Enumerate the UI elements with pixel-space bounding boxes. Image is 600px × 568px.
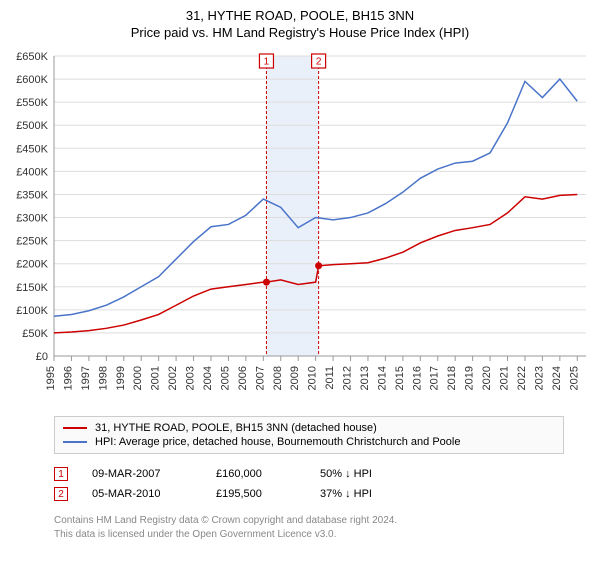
svg-text:2011: 2011 (324, 366, 336, 390)
svg-text:1995: 1995 (45, 366, 57, 390)
svg-text:1: 1 (264, 57, 270, 68)
legend-swatch (63, 427, 87, 429)
svg-text:£250K: £250K (16, 236, 48, 248)
event-date: 09-MAR-2007 (92, 468, 192, 480)
svg-text:2006: 2006 (237, 366, 249, 390)
legend-item: 31, HYTHE ROAD, POOLE, BH15 3NN (detache… (63, 421, 555, 435)
svg-text:£350K: £350K (16, 189, 48, 201)
svg-text:2015: 2015 (394, 366, 406, 390)
event-list: 1 09-MAR-2007 £160,000 50% ↓ HPI 2 05-MA… (54, 464, 564, 504)
svg-text:2018: 2018 (446, 366, 458, 390)
svg-text:2008: 2008 (272, 366, 284, 390)
svg-text:2013: 2013 (359, 366, 371, 390)
svg-text:2024: 2024 (551, 366, 563, 390)
svg-text:2001: 2001 (150, 366, 162, 390)
event-price: £160,000 (216, 468, 296, 480)
svg-text:2002: 2002 (167, 366, 179, 390)
svg-text:1997: 1997 (80, 366, 92, 390)
event-marker-icon: 1 (54, 467, 68, 481)
chart-title: 31, HYTHE ROAD, POOLE, BH15 3NN (0, 8, 600, 23)
svg-text:£550K: £550K (16, 97, 48, 109)
svg-text:2016: 2016 (411, 366, 423, 390)
svg-text:2023: 2023 (533, 366, 545, 390)
chart-subtitle: Price paid vs. HM Land Registry's House … (0, 25, 600, 40)
svg-text:£600K: £600K (16, 74, 48, 86)
legend-item: HPI: Average price, detached house, Bour… (63, 435, 555, 449)
license-text: Contains HM Land Registry data © Crown c… (54, 514, 574, 541)
svg-text:2014: 2014 (376, 366, 388, 390)
svg-text:2025: 2025 (568, 366, 580, 390)
chart-area: £0 £50K £100K £150K £200K £250K £300K £350K £400… (0, 52, 600, 412)
legend-label: 31, HYTHE ROAD, POOLE, BH15 3NN (detache… (95, 422, 377, 434)
svg-text:2022: 2022 (516, 366, 528, 390)
event-date: 05-MAR-2010 (92, 488, 192, 500)
svg-text:2017: 2017 (429, 366, 441, 390)
event-marker-icon: 2 (54, 487, 68, 501)
legend-label: HPI: Average price, detached house, Bour… (95, 436, 460, 448)
legend-box: 31, HYTHE ROAD, POOLE, BH15 3NN (detache… (54, 416, 564, 454)
svg-text:2012: 2012 (342, 366, 354, 390)
svg-text:£100K: £100K (16, 305, 48, 317)
svg-text:2000: 2000 (132, 366, 144, 390)
event-price: £195,500 (216, 488, 296, 500)
svg-text:1998: 1998 (97, 366, 109, 390)
line-chart: £0 £50K £100K £150K £200K £250K £300K £350K £400… (0, 52, 600, 412)
svg-text:2007: 2007 (254, 366, 266, 390)
svg-text:£500K: £500K (16, 120, 48, 132)
svg-text:£450K: £450K (16, 143, 48, 155)
legend-swatch (63, 441, 87, 443)
svg-text:1996: 1996 (62, 366, 74, 390)
svg-text:2: 2 (316, 57, 322, 68)
svg-text:2009: 2009 (289, 366, 301, 390)
event-row: 2 05-MAR-2010 £195,500 37% ↓ HPI (54, 484, 564, 504)
svg-text:£50K: £50K (22, 328, 48, 340)
svg-text:2004: 2004 (202, 366, 214, 390)
svg-text:2005: 2005 (219, 366, 231, 390)
svg-text:£400K: £400K (16, 166, 48, 178)
svg-text:2003: 2003 (185, 366, 197, 390)
svg-text:2019: 2019 (464, 366, 476, 390)
license-line: This data is licensed under the Open Gov… (54, 528, 574, 542)
svg-text:£150K: £150K (16, 282, 48, 294)
svg-text:£200K: £200K (16, 259, 48, 271)
svg-text:£0: £0 (36, 351, 48, 363)
svg-text:2010: 2010 (307, 366, 319, 390)
svg-text:2021: 2021 (499, 366, 511, 390)
svg-text:£650K: £650K (16, 52, 48, 63)
event-diff: 37% ↓ HPI (320, 488, 420, 500)
svg-text:2020: 2020 (481, 366, 493, 390)
event-diff: 50% ↓ HPI (320, 468, 420, 480)
license-line: Contains HM Land Registry data © Crown c… (54, 514, 574, 528)
event-row: 1 09-MAR-2007 £160,000 50% ↓ HPI (54, 464, 564, 484)
svg-text:1999: 1999 (115, 366, 127, 390)
svg-text:£300K: £300K (16, 213, 48, 225)
